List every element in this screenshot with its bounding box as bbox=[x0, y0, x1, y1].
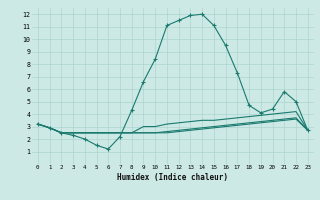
X-axis label: Humidex (Indice chaleur): Humidex (Indice chaleur) bbox=[117, 173, 228, 182]
